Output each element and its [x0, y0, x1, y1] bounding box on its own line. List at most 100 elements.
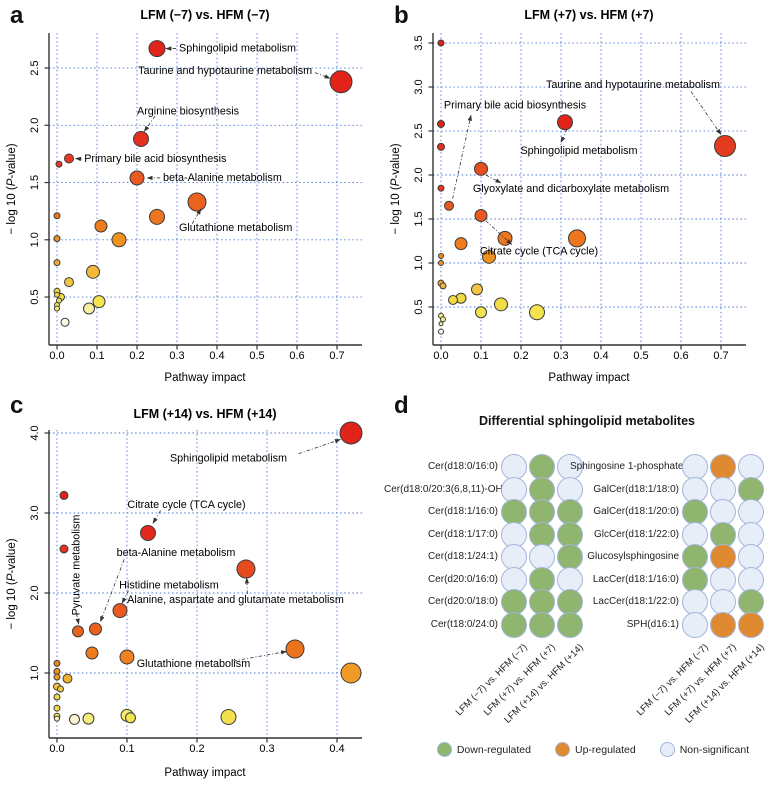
legend-item-ns: Non-significant [659, 742, 750, 757]
x-tick-label: 0.5 [633, 350, 648, 362]
regulation-legend: Down-regulated Up-regulated Non-signific… [418, 742, 768, 757]
data-point [714, 134, 736, 157]
annotation-arrow [690, 91, 722, 135]
regulation-dot-ns [557, 476, 583, 503]
regulation-dot-ns [710, 589, 736, 615]
annotation-arrow [314, 72, 331, 79]
regulation-dot-down [557, 521, 583, 548]
regulation-dot-ns [738, 544, 764, 570]
data-point [68, 713, 80, 725]
data-point [55, 160, 63, 168]
data-point [53, 212, 61, 220]
legend-item-down: Down-regulated [436, 742, 531, 757]
data-point [92, 295, 106, 309]
y-tick-label: 2.5 [413, 123, 425, 138]
data-point [236, 559, 256, 579]
x-tick-label: 0.0 [49, 743, 64, 755]
annotation-arrow [485, 220, 513, 245]
regulation-dot-down [501, 589, 527, 615]
data-point [64, 153, 74, 164]
panel-letter-c: c [10, 392, 24, 419]
y-tick-label: 1.5 [29, 175, 41, 190]
data-point [56, 685, 64, 693]
regulation-dot-down [529, 521, 555, 548]
data-point [474, 208, 488, 222]
annotation-arrow [143, 115, 156, 132]
data-point [494, 297, 508, 312]
data-point [187, 192, 207, 212]
pathway-label: Primary bile acid biosynthesis [84, 153, 227, 165]
pathway-impact-chart-c: 0.0 0.1 0.2 0.3 0.4 1.0 2.0 3.0 4.0 LFM (+14) vs.… [6, 407, 363, 779]
annotation-arrow [560, 129, 568, 143]
pathway-impact-chart-b: 0.0 0.1 0.2 0.3 0.4 0.5 0.6 0.7 0.5 1.0 1.5 2.0 2.5 3… [390, 8, 746, 384]
data-point [88, 622, 102, 636]
pathway-label: Glutathione metabolism [137, 658, 250, 670]
metabolite-label: Cer(d18:1/16:0) [427, 506, 498, 517]
data-point [440, 316, 446, 323]
down-regulated-swatch-icon [436, 742, 452, 757]
annotation-arrow [233, 650, 287, 662]
data-point [60, 317, 70, 327]
pathway-label: Taurine and hypotaurine metabolism [138, 65, 312, 77]
y-tick-label: 0.5 [29, 289, 41, 304]
data-point [438, 328, 444, 335]
up-regulated-swatch-icon [554, 742, 570, 757]
comparison-column-label: LFM (−7) vs. HFM (−7) [634, 642, 711, 719]
data-point [220, 709, 237, 725]
pathway-label: beta-Alanine metabolism [163, 172, 282, 184]
pathway-label: Citrate cycle (TCA cycle) [480, 245, 598, 257]
legend-item-up: Up-regulated [554, 742, 636, 757]
data-point [53, 673, 61, 681]
annotation-arrow [121, 590, 129, 604]
data-point [124, 712, 136, 724]
metabolite-label: Cer(d18:0/16:0) [427, 461, 498, 472]
data-point [83, 302, 95, 315]
panel-letter-a: a [10, 2, 24, 29]
pathway-label: Primary bile acid biosynthesis [444, 99, 587, 111]
regulation-dot-down [529, 499, 555, 525]
regulation-dot-ns [710, 476, 736, 503]
x-tick-label: 0.6 [289, 350, 304, 362]
regulation-dot-down [682, 544, 708, 570]
data-point [71, 625, 84, 638]
annotation-arrow [452, 114, 472, 199]
x-tick-label: 0.6 [673, 350, 688, 362]
y-tick-label: 3.0 [413, 79, 425, 94]
panel-b-scatter: b 0.0 0.1 0.2 0.3 0.4 0.5 0.6 0.7 0.5 1.0 1.5 2.0 2.… [384, 0, 768, 390]
metabolite-label: Cer(t18:0/24:0) [430, 618, 498, 630]
regulation-dot-down [738, 476, 764, 503]
legend-label: Non-significant [679, 743, 750, 756]
data-point [448, 294, 458, 305]
panel-c-scatter: c 0.0 0.1 0.2 0.3 0.4 1.0 2.0 3.0 4.0 LFM (+14) v… [0, 390, 384, 796]
data-point [111, 232, 127, 248]
regulation-dot-ns [557, 454, 583, 480]
panel-letter-b: b [394, 2, 409, 29]
regulation-dot-down [557, 589, 583, 615]
data-point [119, 649, 135, 665]
data-point [482, 249, 496, 264]
data-point [568, 229, 586, 248]
y-axis-title: − log 10 (P-value) [390, 143, 402, 234]
regulation-dot-down [529, 589, 555, 615]
x-axis-title: Pathway impact [164, 767, 246, 779]
metabolite-label: GalCer(d18:1/18:0) [593, 483, 679, 495]
pathway-label: Arginine biosynthesis [137, 105, 240, 117]
y-axis-title: − log 10 (P-value) [6, 538, 18, 629]
data-point [438, 252, 444, 259]
regulation-dot-ns [710, 566, 736, 593]
data-point [438, 259, 444, 266]
legend-label: Up-regulated [574, 743, 636, 756]
data-point [475, 306, 487, 319]
x-tick-label: 0.7 [329, 350, 344, 362]
data-point [437, 39, 445, 47]
metabolite-label: Glucosylsphingosine [587, 551, 679, 562]
y-tick-label: 1.0 [413, 255, 425, 270]
data-point [439, 282, 447, 290]
data-point [437, 119, 445, 128]
annotation-arrow [191, 208, 202, 224]
data-point [94, 219, 108, 233]
pathway-label: Alanine, aspartate and glutamate metabol… [127, 594, 344, 606]
data-point [59, 544, 69, 554]
regulation-dot-ns [682, 611, 708, 638]
y-tick-label: 2.0 [413, 167, 425, 182]
